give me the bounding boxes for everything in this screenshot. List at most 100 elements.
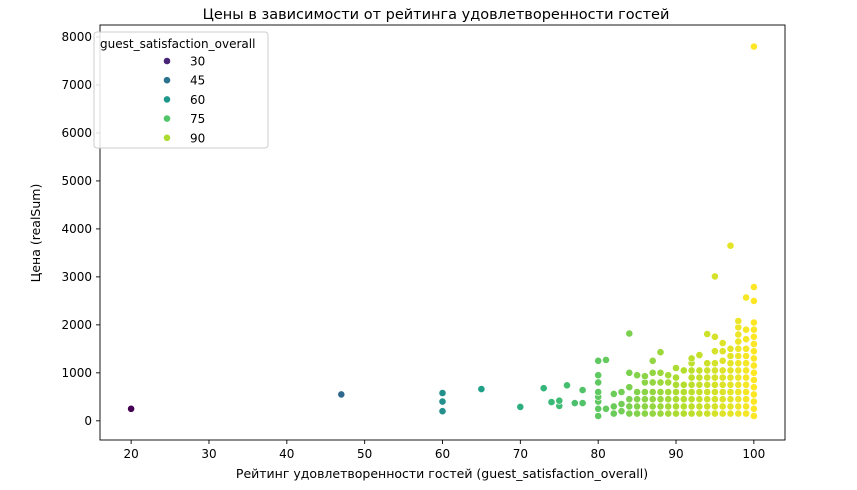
legend-marker (163, 133, 171, 142)
data-point (547, 398, 556, 406)
x-tick-label: 60 (435, 447, 450, 461)
data-point (672, 409, 680, 418)
data-point (742, 344, 750, 353)
x-tick-label: 70 (513, 447, 528, 461)
y-tick-label: 6000 (61, 126, 92, 140)
data-point (718, 373, 727, 382)
data-point (609, 409, 618, 418)
points-layer (127, 42, 758, 420)
data-point (695, 395, 704, 404)
legend-label: 60 (190, 93, 205, 107)
data-point (711, 332, 719, 341)
data-point (656, 388, 665, 396)
data-point (687, 395, 696, 404)
data-point (656, 409, 665, 418)
y-axis-label: Цена (realSum) (28, 184, 43, 283)
data-point (742, 366, 750, 375)
data-point (633, 395, 641, 404)
legend-label: 30 (190, 55, 205, 69)
data-point (750, 296, 758, 305)
data-point (578, 399, 587, 407)
data-point (648, 402, 657, 411)
data-point (687, 388, 696, 396)
x-tick-label: 50 (357, 447, 372, 461)
data-point (734, 402, 743, 411)
x-tick-label: 100 (742, 447, 765, 461)
data-point (648, 409, 657, 418)
data-point (711, 347, 719, 356)
data-point (726, 352, 735, 360)
y-tick-label: 8000 (61, 30, 92, 44)
data-point (578, 386, 587, 394)
legend: guest_satisfaction_overall 30 45 60 75 90 (93, 31, 269, 149)
data-point (687, 354, 696, 363)
data-point (679, 395, 688, 404)
data-point (742, 402, 750, 411)
data-point (438, 389, 447, 397)
data-point (742, 380, 750, 389)
data-point (664, 388, 673, 396)
y-tick-label: 5000 (61, 174, 92, 188)
data-point (703, 373, 712, 382)
data-point (750, 332, 758, 341)
data-point (711, 395, 719, 404)
data-point (625, 329, 634, 338)
data-point (726, 402, 735, 411)
data-point (718, 402, 727, 411)
data-point (742, 359, 750, 368)
data-point (641, 395, 649, 404)
data-point (750, 325, 758, 334)
data-point (672, 395, 680, 404)
data-point (672, 402, 680, 411)
data-point (718, 409, 727, 418)
chart-title: Цены в зависимости от рейтинга удовлетво… (203, 7, 670, 23)
data-point (594, 378, 603, 387)
data-point (734, 317, 743, 325)
data-point (734, 409, 743, 418)
data-point (648, 395, 657, 404)
legend-marker (163, 76, 171, 85)
y-tick-label: 4000 (61, 222, 92, 236)
data-point (687, 373, 696, 382)
data-point (664, 371, 673, 380)
data-point (679, 366, 688, 375)
data-point (438, 397, 447, 406)
legend-label: 45 (190, 74, 205, 88)
legend-label: 75 (190, 112, 205, 126)
data-point (516, 402, 525, 411)
data-point (687, 380, 696, 389)
data-point (594, 404, 603, 413)
data-point (734, 330, 743, 339)
y-tick-label: 2000 (61, 318, 92, 332)
data-point (703, 330, 712, 338)
data-point (594, 388, 603, 396)
y-tick-label: 3000 (61, 270, 92, 284)
y-tick-label: 1000 (61, 366, 92, 380)
data-point (726, 344, 735, 353)
data-point (648, 368, 657, 377)
data-point (703, 380, 712, 389)
data-point (718, 395, 727, 404)
data-point (726, 380, 735, 389)
data-point (742, 352, 750, 360)
x-axis: 20 30 40 50 60 70 80 90 100 (123, 440, 765, 461)
data-point (742, 395, 750, 404)
data-point (477, 385, 486, 393)
data-point (734, 388, 743, 396)
data-point (633, 388, 641, 396)
data-point (750, 368, 758, 377)
data-point (718, 366, 727, 375)
data-point (726, 373, 735, 382)
data-point (641, 388, 649, 396)
y-tick-label: 0 (84, 414, 92, 428)
data-point (750, 383, 758, 392)
data-point (703, 388, 712, 396)
data-point (656, 395, 665, 404)
data-point (742, 388, 750, 396)
data-point (726, 359, 735, 368)
data-point (609, 389, 618, 398)
y-tick-label: 7000 (61, 78, 92, 92)
data-point (672, 380, 680, 389)
data-point (656, 378, 665, 387)
